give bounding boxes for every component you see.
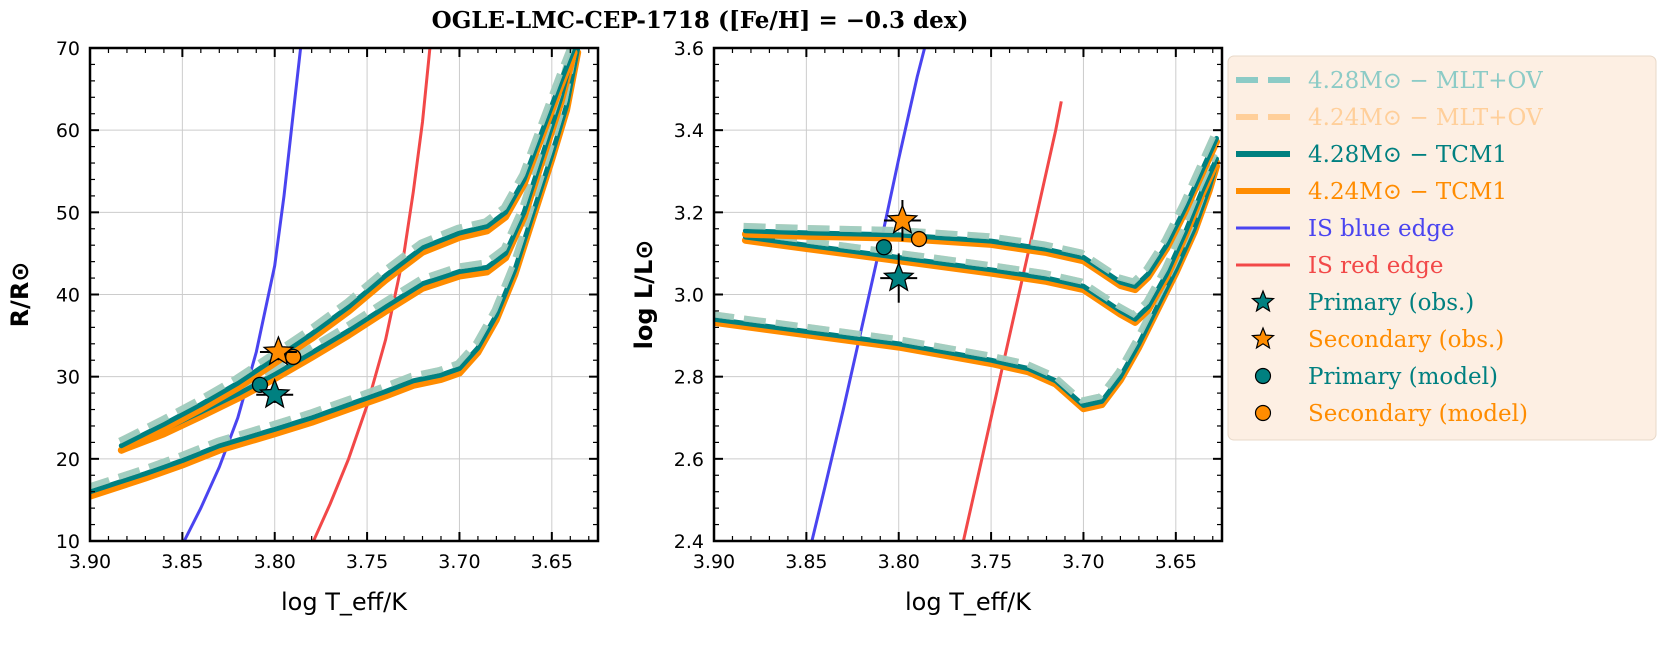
y-tick-label: 3.2 (674, 202, 704, 224)
luminosity-panel: 3.90 3.85 3.80 3.75 3.70 3.65 2.4 2.6 2.8 3.0 3.2 3… (630, 38, 1224, 616)
y-tick-label: 70 (56, 38, 80, 60)
legend-label-p_mlt: 4.28M⊙ − MLT+OV (1308, 68, 1543, 94)
primary-mlt-track (118, 48, 574, 444)
y-axis-label: log L/L⊙ (630, 240, 658, 350)
y-tick-label: 10 (56, 531, 80, 553)
secondary-obs-marker (886, 203, 919, 235)
primary-mlt-track (743, 132, 1218, 285)
primary-tcm1-track (714, 160, 1219, 408)
y-tick-label: 2.6 (674, 449, 704, 471)
secondary-mlt-track (743, 132, 1218, 285)
x-tick-label: 3.65 (531, 551, 573, 573)
plot-area (90, 48, 582, 541)
is-blue-edge-line (182, 48, 303, 541)
is-red-edge-line (961, 101, 1063, 541)
primary-mlt-track (90, 48, 578, 490)
y-axis-label: R/R⊙ (6, 262, 34, 328)
x-tick-label: 3.90 (69, 551, 111, 573)
primary-mlt-track (118, 48, 574, 444)
secondary-model-marker (910, 230, 928, 248)
x-tick-label: 3.90 (693, 551, 735, 573)
primary-tcm1-track (742, 156, 1219, 322)
primary-obs-marker (258, 377, 291, 409)
legend-label-p_obs: Primary (obs.) (1308, 290, 1474, 316)
x-tick-label: 3.70 (1062, 551, 1104, 573)
legend-box (1227, 55, 1657, 441)
primary-obs-marker (882, 261, 915, 292)
x-tick-label: 3.85 (161, 551, 203, 573)
primary-tcm1-track (118, 48, 577, 449)
primary-model-marker (251, 376, 269, 394)
legend-label-p_tcm: 4.28M⊙ − TCM1 (1308, 142, 1507, 168)
primary-mlt-track (743, 152, 1218, 318)
x-tick-label: 3.75 (346, 551, 388, 573)
y-tick-label: 3.4 (674, 120, 704, 142)
legend-label-s_tcm: 4.24M⊙ − TCM1 (1308, 179, 1507, 205)
primary-model-marker (875, 239, 893, 256)
secondary-mlt-track (118, 48, 574, 444)
y-tick-label: 2.4 (674, 531, 704, 553)
y-tick-label: 50 (56, 202, 80, 224)
is-blue-edge-line (810, 48, 927, 541)
x-tick-label: 3.80 (254, 551, 296, 573)
radius-panel: 3.90 3.85 3.80 3.75 3.70 3.65 10 20 30 40 50 60 70 lo… (6, 38, 600, 616)
legend-label-red: IS red edge (1308, 253, 1443, 279)
legend-handle-circle (1254, 404, 1272, 422)
x-tick-label: 3.75 (970, 551, 1012, 573)
legend-handle-star (1250, 289, 1276, 313)
x-tick-label: 3.65 (1155, 551, 1197, 573)
x-tick-label: 3.85 (785, 551, 827, 573)
legend-label-s_mlt: 4.24M⊙ − MLT+OV (1308, 105, 1543, 131)
legend-handle-circle (1254, 367, 1272, 385)
x-tick-label: 3.70 (438, 551, 480, 573)
legend-label-s_obs: Secondary (obs.) (1308, 327, 1504, 353)
legend-label-p_mod: Primary (model) (1308, 364, 1498, 390)
y-tick-label: 40 (56, 285, 80, 307)
secondary-mlt-track (118, 48, 574, 444)
x-axis-label: log T_eff/K (281, 588, 408, 616)
primary-tcm1-track (90, 48, 581, 495)
y-tick-label: 30 (56, 367, 80, 389)
legend: 4.28M⊙ − MLT+OV 4.24M⊙ − MLT+OV 4.28M⊙ − T… (1227, 55, 1657, 441)
secondary-obs-marker (262, 335, 295, 366)
legend-handle-star (1250, 326, 1276, 350)
is-red-edge-line (312, 48, 432, 541)
x-axis-label: log T_eff/K (905, 588, 1032, 616)
y-tick-label: 20 (56, 449, 80, 471)
plot-area (714, 48, 1220, 541)
y-tick-label: 2.8 (674, 367, 704, 389)
legend-label-blue: IS blue edge (1308, 216, 1455, 242)
y-tick-label: 3.0 (674, 285, 704, 307)
y-tick-label: 3.6 (674, 38, 704, 60)
legend-label-s_mod: Secondary (model) (1308, 401, 1528, 427)
chart-title: OGLE-LMC-CEP-1718 ([Fe/H] = −0.3 dex) (432, 7, 969, 34)
x-tick-label: 3.80 (878, 551, 920, 573)
primary-tcm1-track (118, 48, 577, 449)
y-tick-label: 60 (56, 120, 80, 142)
